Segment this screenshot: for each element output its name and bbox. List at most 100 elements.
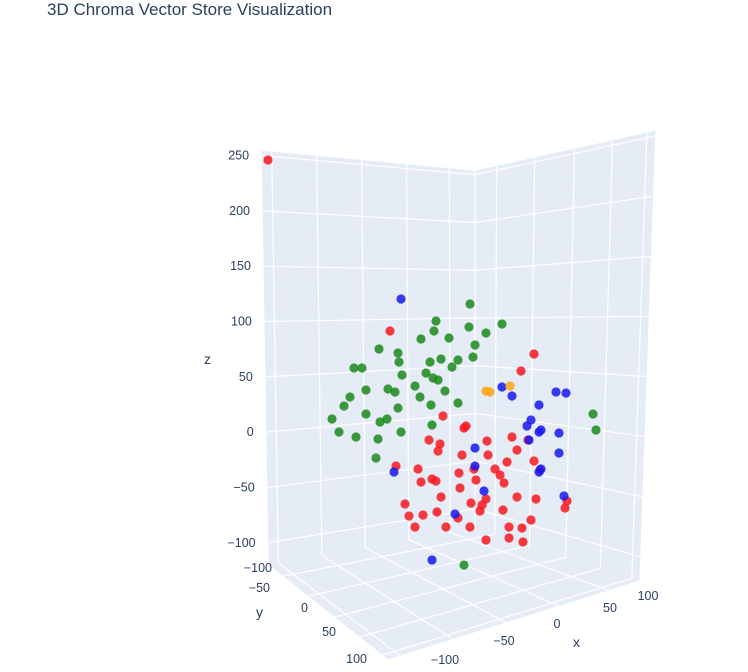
data-point-green[interactable] [394, 357, 404, 367]
data-point-blue[interactable] [497, 382, 507, 392]
data-point-red[interactable] [436, 492, 446, 502]
data-point-red[interactable] [495, 470, 505, 480]
data-point-red[interactable] [504, 522, 514, 532]
data-point-blue[interactable] [507, 391, 517, 401]
data-point-red[interactable] [441, 522, 451, 532]
data-point-blue[interactable] [554, 448, 564, 458]
data-point-green[interactable] [375, 417, 385, 427]
data-point-red[interactable] [529, 349, 539, 359]
data-point-green[interactable] [334, 427, 344, 437]
data-point-green[interactable] [357, 363, 367, 373]
data-point-red[interactable] [459, 423, 469, 433]
data-point-green[interactable] [393, 348, 403, 358]
data-point-green[interactable] [459, 560, 469, 570]
data-point-red[interactable] [457, 450, 467, 460]
data-point-green[interactable] [371, 453, 381, 463]
data-point-green[interactable] [382, 414, 392, 424]
data-point-green[interactable] [465, 299, 475, 309]
data-point-red[interactable] [518, 537, 528, 547]
data-point-green[interactable] [373, 434, 383, 444]
data-point-orange[interactable] [505, 381, 515, 391]
data-point-red[interactable] [385, 326, 395, 336]
data-point-blue[interactable] [524, 435, 534, 445]
data-point-red[interactable] [431, 476, 441, 486]
data-point-green[interactable] [464, 322, 474, 332]
data-point-red[interactable] [499, 478, 509, 488]
data-point-blue[interactable] [561, 388, 571, 398]
data-point-green[interactable] [453, 398, 463, 408]
data-point-red[interactable] [481, 535, 491, 545]
data-point-green[interactable] [410, 381, 420, 391]
data-point-blue[interactable] [479, 486, 489, 496]
data-point-green[interactable] [415, 392, 425, 402]
data-point-red[interactable] [435, 439, 445, 449]
data-point-green[interactable] [481, 328, 491, 338]
data-point-red[interactable] [475, 506, 485, 516]
data-point-red[interactable] [516, 366, 526, 376]
data-point-green[interactable] [591, 425, 601, 435]
data-point-green[interactable] [436, 354, 446, 364]
data-point-blue[interactable] [427, 555, 437, 565]
data-point-green[interactable] [345, 392, 355, 402]
data-point-red[interactable] [404, 511, 414, 521]
data-point-red[interactable] [416, 477, 426, 487]
data-point-red[interactable] [502, 457, 512, 467]
data-point-green[interactable] [440, 386, 450, 396]
data-point-red[interactable] [471, 475, 481, 485]
data-point-green[interactable] [421, 368, 431, 378]
data-point-red[interactable] [263, 155, 273, 165]
data-point-red[interactable] [433, 446, 443, 456]
data-point-green[interactable] [396, 427, 406, 437]
data-point-green[interactable] [433, 375, 443, 385]
data-point-red[interactable] [483, 450, 493, 460]
data-point-blue[interactable] [470, 461, 480, 471]
data-point-green[interactable] [431, 316, 441, 326]
data-point-blue[interactable] [554, 428, 564, 438]
data-point-green[interactable] [497, 319, 507, 329]
data-point-red[interactable] [410, 522, 420, 532]
data-point-green[interactable] [361, 385, 371, 395]
data-point-blue[interactable] [536, 425, 546, 435]
data-point-red[interactable] [529, 456, 539, 466]
data-point-blue[interactable] [470, 443, 480, 453]
data-point-red[interactable] [455, 483, 465, 493]
data-point-green[interactable] [425, 357, 435, 367]
data-point-green[interactable] [351, 432, 361, 442]
data-point-green[interactable] [339, 401, 349, 411]
data-point-blue[interactable] [396, 294, 406, 304]
data-point-green[interactable] [397, 370, 407, 380]
data-point-red[interactable] [438, 411, 448, 421]
data-point-red[interactable] [432, 507, 442, 517]
data-point-red[interactable] [512, 492, 522, 502]
data-point-red[interactable] [504, 533, 514, 543]
data-point-red[interactable] [498, 505, 508, 515]
data-point-blue[interactable] [389, 467, 399, 477]
data-point-blue[interactable] [450, 509, 460, 519]
data-point-green[interactable] [349, 363, 359, 373]
data-point-red[interactable] [517, 523, 527, 533]
data-point-green[interactable] [327, 414, 337, 424]
data-point-green[interactable] [470, 340, 480, 350]
data-point-green[interactable] [361, 409, 371, 419]
data-point-red[interactable] [400, 499, 410, 509]
data-point-red[interactable] [512, 445, 522, 455]
data-point-red[interactable] [413, 464, 423, 474]
data-point-blue[interactable] [559, 491, 569, 501]
data-point-red[interactable] [482, 436, 492, 446]
data-point-blue[interactable] [522, 421, 532, 431]
data-point-red[interactable] [507, 432, 517, 442]
data-point-green[interactable] [383, 384, 393, 394]
data-point-red[interactable] [560, 503, 570, 513]
data-point-orange[interactable] [485, 387, 495, 397]
data-point-red[interactable] [424, 435, 434, 445]
data-point-green[interactable] [429, 326, 439, 336]
data-point-green[interactable] [416, 334, 426, 344]
data-point-blue[interactable] [551, 387, 561, 397]
data-point-red[interactable] [526, 515, 536, 525]
data-point-blue[interactable] [534, 467, 544, 477]
data-point-green[interactable] [393, 403, 403, 413]
data-point-red[interactable] [454, 468, 464, 478]
data-point-green[interactable] [427, 420, 437, 430]
data-point-green[interactable] [426, 400, 436, 410]
